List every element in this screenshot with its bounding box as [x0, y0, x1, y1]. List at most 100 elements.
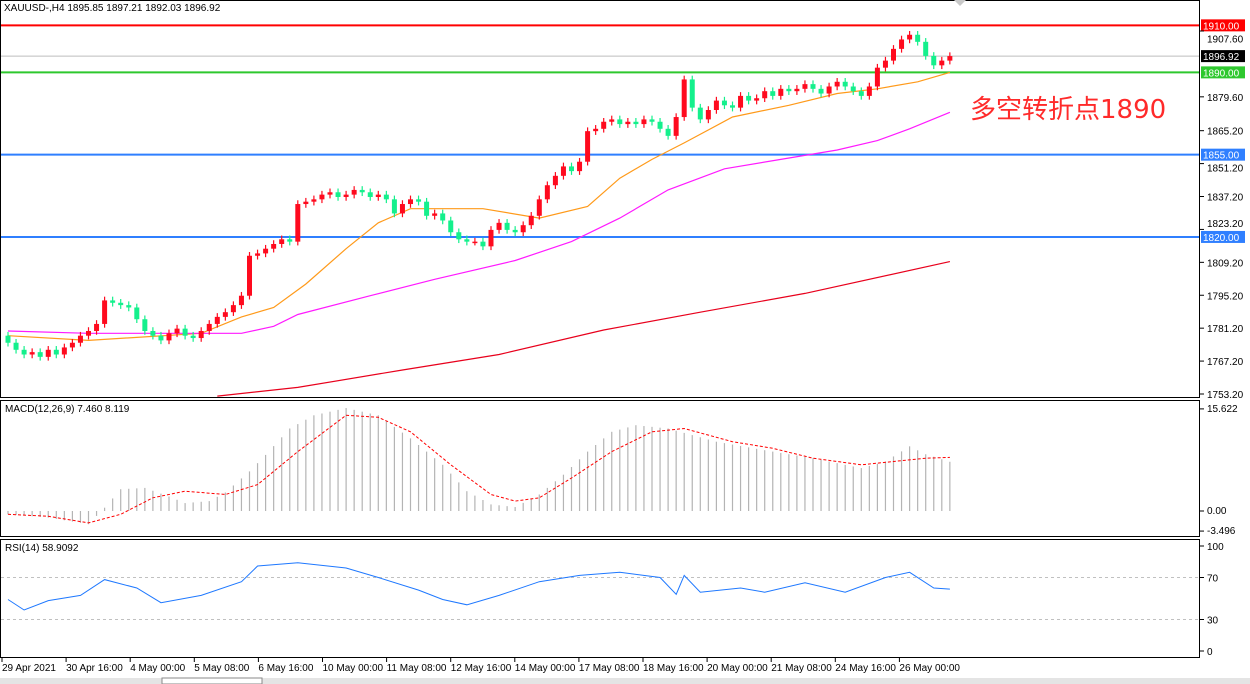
time-axis[interactable]: 29 Apr 2021 30 Apr 16:00 4 May 00:00 5 May …: [1, 658, 960, 674]
candle[interactable]: [150, 327, 156, 340]
candle[interactable]: [850, 82, 856, 95]
candle[interactable]: [351, 186, 357, 199]
candle[interactable]: [432, 209, 438, 220]
candle[interactable]: [287, 235, 293, 246]
candle[interactable]: [665, 125, 671, 140]
candle[interactable]: [577, 157, 583, 175]
candle[interactable]: [673, 113, 679, 140]
candle[interactable]: [416, 195, 422, 206]
candle[interactable]: [730, 101, 735, 112]
candle[interactable]: [424, 197, 430, 220]
candle[interactable]: [343, 190, 349, 201]
candle[interactable]: [617, 115, 623, 128]
candle[interactable]: [263, 244, 269, 258]
candle[interactable]: [818, 85, 824, 98]
candle[interactable]: [319, 190, 325, 204]
candle[interactable]: [480, 237, 486, 251]
candle[interactable]: [810, 80, 816, 93]
candle[interactable]: [866, 82, 872, 100]
price-panel[interactable]: [0, 0, 1200, 398]
candle[interactable]: [649, 115, 655, 126]
candle[interactable]: [625, 117, 631, 128]
candle[interactable]: [440, 209, 446, 225]
candle[interactable]: [303, 197, 309, 208]
candle[interactable]: [560, 162, 566, 180]
candle[interactable]: [21, 346, 27, 359]
candle[interactable]: [585, 127, 591, 166]
candle[interactable]: [206, 320, 212, 335]
candle[interactable]: [947, 52, 953, 65]
candle[interactable]: [488, 226, 494, 251]
tab-bar[interactable]: [0, 678, 1250, 684]
candle[interactable]: [222, 308, 228, 321]
candle[interactable]: [931, 52, 937, 70]
candle[interactable]: [786, 85, 792, 95]
candle[interactable]: [923, 38, 929, 60]
candle[interactable]: [874, 63, 880, 91]
candle[interactable]: [53, 346, 59, 359]
candle[interactable]: [408, 195, 413, 208]
candle[interactable]: [126, 301, 132, 312]
candle[interactable]: [609, 115, 615, 126]
candle[interactable]: [802, 80, 808, 93]
candle[interactable]: [713, 96, 719, 114]
candle[interactable]: [13, 338, 19, 354]
candle[interactable]: [528, 212, 534, 229]
candle[interactable]: [448, 216, 454, 237]
candle[interactable]: [230, 301, 236, 316]
active-tab[interactable]: [161, 677, 263, 684]
candle[interactable]: [238, 291, 244, 309]
candle[interactable]: [697, 103, 703, 124]
candle[interactable]: [536, 195, 542, 220]
candle[interactable]: [279, 235, 285, 248]
candle[interactable]: [464, 235, 470, 246]
candle[interactable]: [746, 92, 752, 105]
candle[interactable]: [86, 327, 91, 340]
candle[interactable]: [552, 172, 558, 189]
candle[interactable]: [94, 320, 100, 335]
rsi-panel[interactable]: [0, 539, 1200, 658]
candle[interactable]: [190, 331, 196, 342]
candle[interactable]: [891, 45, 896, 65]
candle[interactable]: [915, 31, 921, 46]
candle[interactable]: [593, 125, 599, 135]
candle[interactable]: [705, 106, 711, 124]
candle[interactable]: [5, 331, 11, 347]
candle[interactable]: [907, 31, 913, 44]
candle[interactable]: [327, 188, 333, 199]
candle[interactable]: [158, 331, 164, 345]
candle[interactable]: [311, 195, 317, 206]
candle[interactable]: [882, 56, 888, 72]
candle[interactable]: [633, 117, 639, 128]
candle[interactable]: [472, 237, 478, 246]
candle[interactable]: [569, 162, 574, 175]
candle[interactable]: [271, 240, 277, 253]
candle[interactable]: [214, 313, 220, 328]
macd-panel[interactable]: [0, 400, 1200, 537]
candle[interactable]: [778, 85, 784, 100]
candle[interactable]: [858, 87, 864, 100]
candle[interactable]: [504, 219, 510, 234]
candle[interactable]: [738, 92, 744, 112]
annotation-text[interactable]: 多空转折点1890: [970, 95, 1166, 125]
candle[interactable]: [61, 343, 67, 359]
candle[interactable]: [37, 348, 43, 361]
candle[interactable]: [69, 338, 75, 352]
candle[interactable]: [842, 78, 848, 91]
candle[interactable]: [689, 75, 695, 112]
candle[interactable]: [198, 327, 204, 342]
price-axis[interactable]: 1910.00 1890.00 1855.00 1820.00 1896.92 1907.…: [1200, 19, 1245, 401]
candle[interactable]: [174, 324, 180, 338]
candle[interactable]: [939, 56, 945, 70]
candle[interactable]: [826, 82, 832, 98]
candle[interactable]: [496, 219, 502, 234]
candle[interactable]: [770, 87, 776, 100]
candle[interactable]: [182, 324, 188, 340]
candle[interactable]: [520, 221, 526, 237]
candle[interactable]: [367, 188, 373, 201]
candle[interactable]: [681, 75, 687, 121]
candle[interactable]: [834, 78, 840, 91]
candle[interactable]: [641, 115, 647, 128]
candle[interactable]: [601, 117, 607, 133]
candle[interactable]: [657, 117, 663, 133]
